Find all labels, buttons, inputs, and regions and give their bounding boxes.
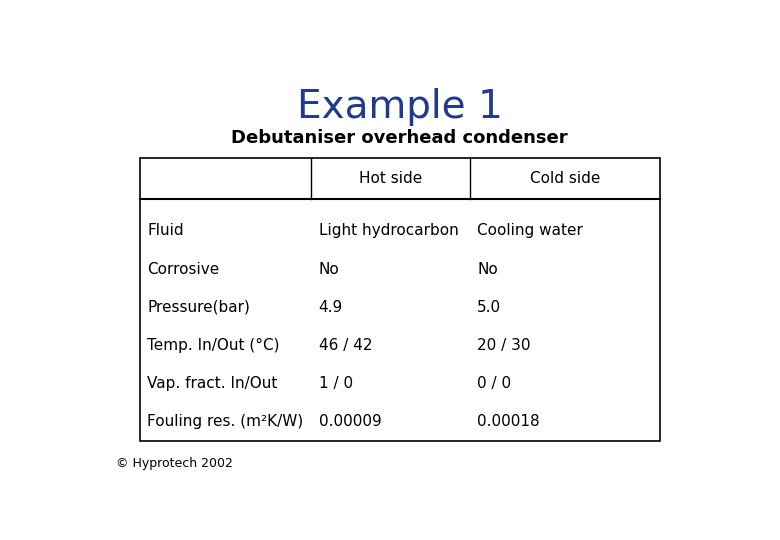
Text: No: No bbox=[477, 262, 498, 276]
Text: Example 1: Example 1 bbox=[297, 87, 502, 126]
Text: Light hydrocarbon: Light hydrocarbon bbox=[318, 224, 459, 239]
Text: Debutaniser overhead condenser: Debutaniser overhead condenser bbox=[232, 129, 568, 147]
Text: Cold side: Cold side bbox=[530, 171, 600, 186]
Text: Cooling water: Cooling water bbox=[477, 224, 583, 239]
Text: Hot side: Hot side bbox=[359, 171, 422, 186]
Text: 0 / 0: 0 / 0 bbox=[477, 376, 512, 392]
Text: Temp. In/Out (°C): Temp. In/Out (°C) bbox=[147, 338, 279, 353]
Text: 0.00018: 0.00018 bbox=[477, 415, 540, 429]
Text: 1 / 0: 1 / 0 bbox=[318, 376, 353, 392]
Text: Vap. fract. In/Out: Vap. fract. In/Out bbox=[147, 376, 278, 392]
Text: 46 / 42: 46 / 42 bbox=[318, 338, 372, 353]
Text: Pressure(bar): Pressure(bar) bbox=[147, 300, 250, 315]
Text: Corrosive: Corrosive bbox=[147, 262, 219, 276]
Text: 0.00009: 0.00009 bbox=[318, 415, 381, 429]
Text: 4.9: 4.9 bbox=[318, 300, 343, 315]
Text: 5.0: 5.0 bbox=[477, 300, 502, 315]
Text: No: No bbox=[318, 262, 339, 276]
Text: 20 / 30: 20 / 30 bbox=[477, 338, 530, 353]
Text: Fouling res. (m²K/W): Fouling res. (m²K/W) bbox=[147, 415, 303, 429]
Text: Fluid: Fluid bbox=[147, 224, 184, 239]
Text: © Hyprotech 2002: © Hyprotech 2002 bbox=[115, 457, 232, 470]
